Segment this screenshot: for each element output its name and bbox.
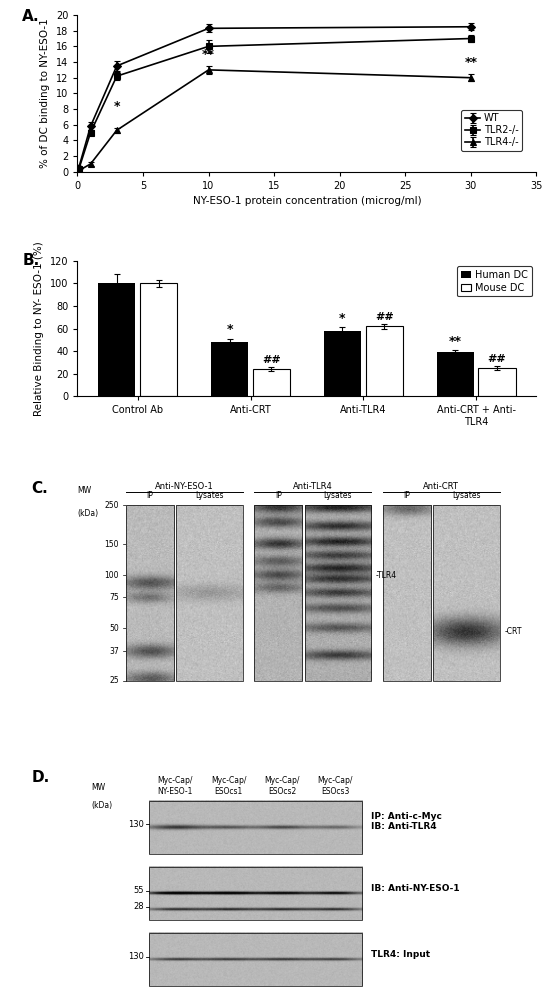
Text: 25: 25 (109, 676, 119, 685)
Text: 130: 130 (128, 952, 144, 961)
Text: Myc-Cap/
ESOcs1: Myc-Cap/ ESOcs1 (211, 776, 246, 796)
Legend: WT, TLR2-/-, TLR4-/-: WT, TLR2-/-, TLR4-/- (461, 110, 523, 151)
Text: 50: 50 (109, 624, 119, 633)
Text: 250: 250 (104, 501, 119, 510)
Text: Myc-Cap/
ESOcs2: Myc-Cap/ ESOcs2 (264, 776, 300, 796)
Text: IP: IP (147, 491, 153, 500)
Text: Anti-NY-ESO-1: Anti-NY-ESO-1 (155, 482, 213, 491)
Text: Lysates: Lysates (195, 491, 223, 500)
Text: Anti-TLR4: Anti-TLR4 (293, 482, 332, 491)
Text: **: ** (448, 335, 462, 348)
Text: Myc-Cap/
ESOcs3: Myc-Cap/ ESOcs3 (317, 776, 353, 796)
Bar (140, 283, 177, 396)
Text: (kDa): (kDa) (91, 801, 112, 810)
Text: 37: 37 (109, 647, 119, 656)
Bar (478, 368, 515, 396)
Text: 28: 28 (133, 902, 144, 911)
Bar (366, 326, 403, 396)
Text: IP: IP (403, 491, 410, 500)
Text: ##: ## (488, 354, 507, 364)
Bar (305, 505, 371, 681)
Text: IB: Anti-NY-ESO-1: IB: Anti-NY-ESO-1 (371, 884, 460, 893)
Bar (437, 352, 474, 396)
Bar (176, 505, 243, 681)
Bar (149, 801, 362, 854)
Bar (433, 505, 500, 681)
Bar (149, 933, 362, 986)
Text: D.: D. (32, 770, 50, 785)
Text: ##: ## (375, 312, 394, 322)
Text: 100: 100 (104, 571, 119, 580)
Bar (211, 342, 248, 396)
Text: 55: 55 (133, 886, 144, 895)
Bar (254, 505, 302, 681)
Text: C.: C. (32, 481, 48, 496)
Text: -TLR4: -TLR4 (376, 571, 397, 580)
Y-axis label: Relative Binding to NY- ESO-1 (%): Relative Binding to NY- ESO-1 (%) (34, 241, 44, 416)
Bar (383, 505, 431, 681)
Text: 150: 150 (104, 540, 119, 549)
Legend: Human DC, Mouse DC: Human DC, Mouse DC (457, 266, 531, 296)
Bar (149, 867, 362, 920)
Text: (kDa): (kDa) (77, 509, 98, 518)
Bar (253, 369, 290, 396)
Bar (98, 283, 135, 396)
Y-axis label: % of DC binding to NY-ESO-1: % of DC binding to NY-ESO-1 (40, 19, 50, 168)
Text: 75: 75 (109, 593, 119, 602)
Text: *: * (113, 100, 120, 113)
Text: B.: B. (22, 253, 40, 268)
Text: TLR4: Input: TLR4: Input (371, 950, 430, 959)
Bar (126, 505, 174, 681)
X-axis label: NY-ESO-1 protein concentration (microg/ml): NY-ESO-1 protein concentration (microg/m… (192, 196, 421, 206)
Text: Myc-Cap/
NY-ESO-1: Myc-Cap/ NY-ESO-1 (158, 776, 193, 796)
Text: 130: 130 (128, 820, 144, 829)
Text: *: * (226, 323, 233, 336)
Text: ##: ## (262, 355, 281, 365)
Text: IP: Anti-c-Myc
IB: Anti-TLR4: IP: Anti-c-Myc IB: Anti-TLR4 (371, 812, 442, 831)
Text: -CRT: -CRT (504, 627, 522, 636)
Text: A.: A. (22, 9, 40, 24)
Text: *: * (339, 312, 346, 325)
Text: Lysates: Lysates (452, 491, 481, 500)
Text: IP: IP (275, 491, 281, 500)
Bar (324, 331, 361, 396)
Text: MW: MW (77, 486, 92, 495)
Text: Anti-CRT: Anti-CRT (423, 482, 459, 491)
Text: MW: MW (91, 783, 105, 792)
Text: Lysates: Lysates (324, 491, 352, 500)
Text: **: ** (465, 56, 477, 69)
Text: **: ** (202, 48, 215, 61)
